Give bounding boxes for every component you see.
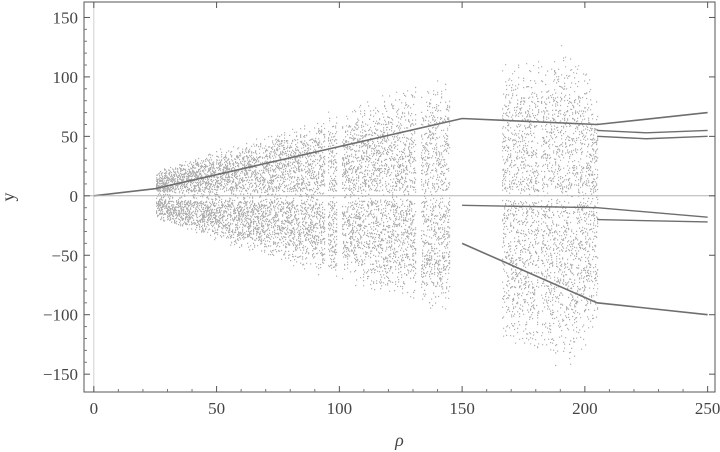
x-tick-label: 100	[327, 399, 353, 418]
y-tick-label: 50	[61, 127, 78, 146]
y-tick-label: −150	[43, 365, 78, 384]
branch-upper-mid-line	[597, 129, 708, 134]
branch-lower-line	[461, 242, 708, 316]
y-tick-label: −50	[51, 246, 78, 265]
y-tick-label: 100	[53, 68, 79, 87]
branch-lower-mid-line	[597, 218, 708, 223]
x-tick-label: 200	[572, 399, 598, 418]
branch-upper-line	[93, 111, 708, 197]
y-axis-ticks: −150 −100 −50 0 50 100 150	[43, 8, 715, 384]
x-tick-label: 150	[449, 399, 475, 418]
branch-near-zero-line	[462, 204, 708, 218]
x-tick-label: 50	[208, 399, 225, 418]
x-axis-label: ρ	[394, 430, 404, 450]
x-tick-label: 250	[695, 399, 720, 418]
branch-upper-low-line	[597, 135, 708, 140]
x-axis-ticks: 0 50 100 150 200 250	[90, 2, 720, 418]
plot-frame	[83, 1, 716, 393]
branch-lines	[93, 2, 708, 392]
y-axis-label: y	[0, 193, 18, 202]
y-tick-label: 0	[70, 187, 79, 206]
x-tick-label: 0	[90, 399, 99, 418]
y-tick-label: 150	[53, 8, 79, 27]
y-tick-label: −100	[43, 306, 78, 325]
